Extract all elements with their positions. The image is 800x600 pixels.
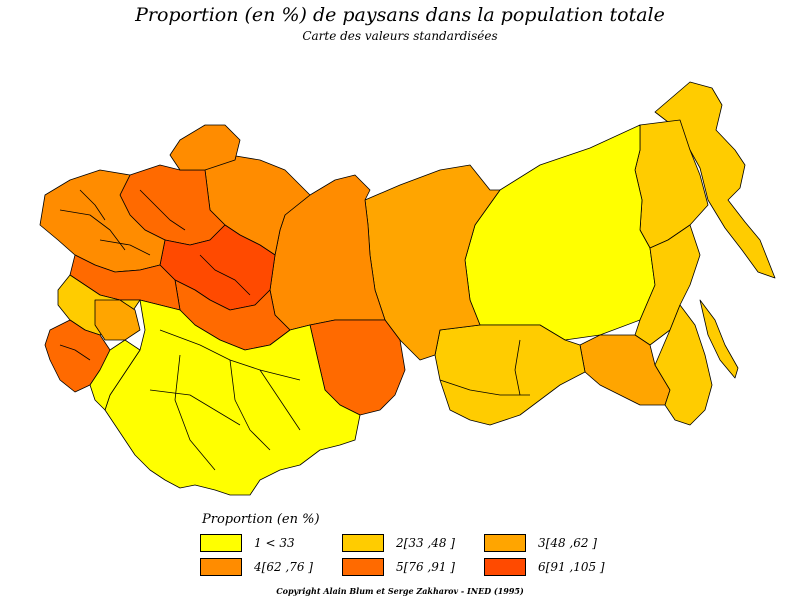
copyright-text: Copyright Alain Blum et Serge Zakharov -… <box>276 586 524 596</box>
legend-item-3: 3[48 ,62 ] <box>484 533 597 553</box>
region-sakhalin <box>699 299 739 379</box>
region-central-asia-south <box>89 339 141 411</box>
region-far-east-north <box>654 81 776 279</box>
legend-item-5: 5[76 ,91 ] <box>342 557 455 577</box>
legend-label: 1 < 33 <box>254 536 295 550</box>
legend-swatch <box>484 534 526 552</box>
region-kola <box>169 124 241 171</box>
legend-title: Proportion (en %) <box>202 512 320 527</box>
map-title: Proportion (en %) de paysans dans la pop… <box>135 4 665 26</box>
legend-swatch <box>342 558 384 576</box>
region-khabarovsk-south <box>654 304 713 426</box>
legend-label: 4[62 ,76 ] <box>254 560 313 574</box>
legend-swatch <box>342 534 384 552</box>
legend-label: 6[91 ,105 ] <box>538 560 605 574</box>
legend-item-1: 1 < 33 <box>200 533 295 553</box>
legend-item-4: 4[62 ,76 ] <box>200 557 313 577</box>
legend-swatch <box>200 534 242 552</box>
legend-item-2: 2[33 ,48 ] <box>342 533 455 553</box>
map-subtitle: Carte des valeurs standardisées <box>302 29 498 43</box>
legend-swatch <box>200 558 242 576</box>
legend-swatch <box>484 558 526 576</box>
region-belarus <box>94 299 141 341</box>
legend-item-6: 6[91 ,105 ] <box>484 557 605 577</box>
region-yakutia <box>464 124 656 341</box>
legend-label: 3[48 ,62 ] <box>538 536 597 550</box>
legend-label: 5[76 ,91 ] <box>396 560 455 574</box>
region-primorye <box>579 334 671 406</box>
region-irkutsk <box>434 324 586 426</box>
legend-label: 2[33 ,48 ] <box>396 536 455 550</box>
